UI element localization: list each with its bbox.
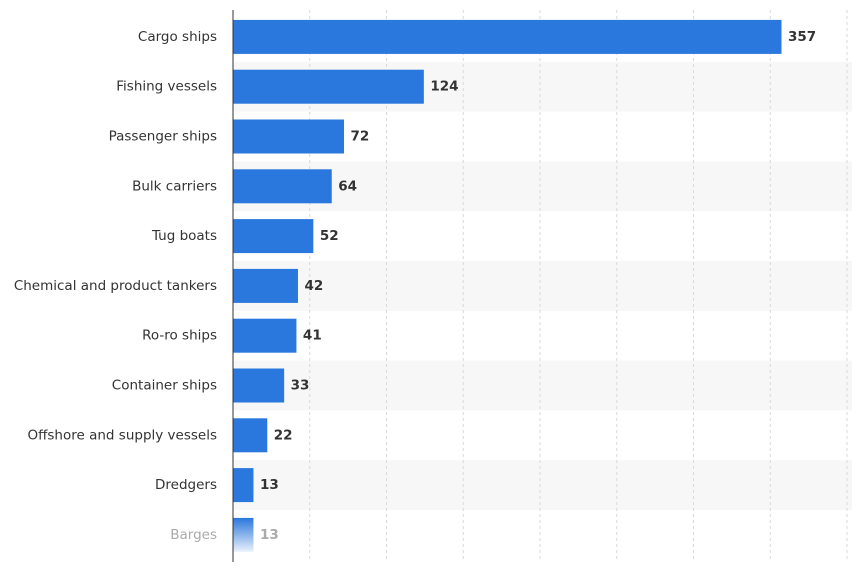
value-label-container-ships: 33: [291, 378, 310, 394]
value-label-cargo-ships: 357: [788, 29, 816, 45]
row-band: [233, 360, 852, 411]
bar-cargo-ships: [233, 19, 782, 54]
bar-tug-boats: [233, 219, 314, 254]
bar-passenger-ships: [233, 119, 345, 154]
row-band: [233, 161, 852, 212]
bar-bulk-carriers: [233, 169, 332, 204]
value-labels: 357 124 72 64 52 42 41 33 22 13 13: [260, 29, 816, 543]
category-label-bulk-carriers: Bulk carriers: [132, 178, 217, 194]
bar-chemical-and-product-tankers: [233, 268, 298, 303]
bar-dredgers: [233, 468, 254, 503]
row-band: [233, 261, 852, 311]
gridlines: [309, 10, 848, 562]
value-label-passenger-ships: 72: [351, 129, 370, 145]
category-label-offshore-and-supply-vessels: Offshore and supply vessels: [27, 427, 217, 443]
value-label-barges: 13: [260, 527, 279, 543]
category-label-barges: Barges: [170, 527, 217, 543]
category-label-tug-boats: Tug boats: [151, 228, 217, 244]
bars: [233, 19, 782, 552]
category-label-passenger-ships: Passenger ships: [109, 129, 217, 145]
bar-barges: [233, 517, 254, 552]
category-label-fishing-vessels: Fishing vessels: [116, 79, 217, 95]
category-label-ro-ro-ships: Ro-ro ships: [142, 328, 217, 344]
bar-ro-ro-ships: [233, 318, 297, 353]
category-label-chemical-and-product-tankers: Chemical and product tankers: [14, 278, 217, 294]
row-bands: [233, 61, 852, 510]
value-label-tug-boats: 52: [320, 228, 339, 244]
category-label-container-ships: Container ships: [112, 378, 217, 394]
category-label-cargo-ships: Cargo ships: [138, 29, 217, 45]
bar-fishing-vessels: [233, 69, 424, 104]
value-label-chemical-and-product-tankers: 42: [304, 278, 323, 294]
row-band: [233, 460, 852, 510]
value-label-bulk-carriers: 64: [338, 178, 357, 194]
value-label-fishing-vessels: 124: [430, 79, 458, 95]
category-label-dredgers: Dredgers: [155, 477, 217, 493]
value-label-dredgers: 13: [260, 477, 279, 493]
value-label-ro-ro-ships: 41: [303, 328, 322, 344]
bar-offshore-and-supply-vessels: [233, 418, 268, 453]
category-labels: Cargo ships Fishing vessels Passenger ship…: [14, 29, 217, 543]
bar-container-ships: [233, 368, 285, 403]
value-label-offshore-and-supply-vessels: 22: [274, 427, 293, 443]
